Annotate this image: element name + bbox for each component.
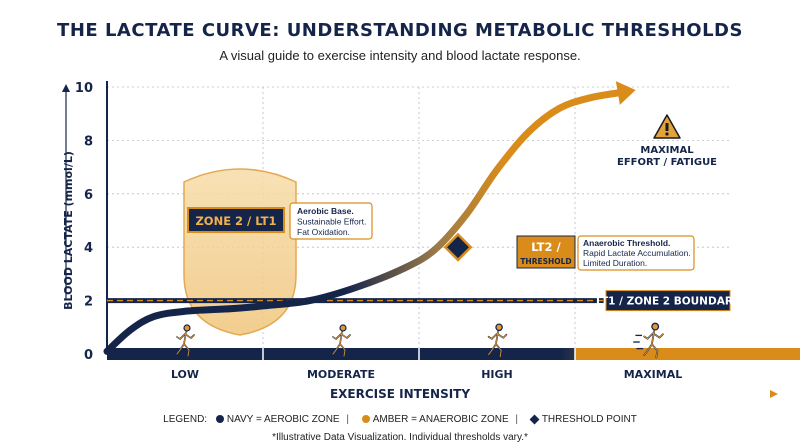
lt1-callout-text: Fat Oxidation. — [297, 227, 350, 237]
lt2-label-line1: LT2 / — [531, 240, 561, 254]
runner-icon-maximal — [633, 322, 664, 359]
maximal-effort-label: EFFORT / FATIGUE — [617, 157, 717, 168]
lt1-callout-text: Sustainable Effort. — [297, 217, 366, 227]
maximal-effort-label: MAXIMAL — [640, 145, 694, 156]
footnote: *Illustrative Data Visualization. Indivi… — [272, 432, 528, 443]
boundary-label: LT1 / ZONE 2 BOUNDARY — [596, 296, 740, 308]
legend-prefix: LEGEND: — [163, 414, 208, 425]
lt2-label-line2: THRESHOLD — [520, 257, 571, 266]
x-category-label: MODERATE — [307, 368, 375, 381]
warning-icon-dot — [665, 132, 669, 136]
legend-navy-label: NAVY = AEROBIC ZONE — [226, 414, 340, 425]
lt1-label-box — [187, 207, 285, 233]
lt2-callout-text: Limited Duration. — [583, 258, 647, 268]
x-axis-band-amber — [575, 348, 800, 360]
legend-navy-dot — [215, 415, 224, 424]
y-tick-label: 0 — [84, 348, 93, 363]
runner-icon-moderate — [332, 324, 351, 357]
chart-title: THE LACTATE CURVE: UNDERSTANDING METABOL… — [57, 20, 743, 41]
legend-amber-dot — [361, 415, 370, 424]
runner-icon-low — [176, 324, 195, 357]
runner-body-fill — [488, 331, 507, 358]
runner-head — [495, 323, 503, 332]
x-title-backing — [335, 386, 465, 402]
runner-body-fill — [643, 330, 664, 358]
legend-threshold-label: THRESHOLD POINT — [541, 414, 637, 425]
chart-subtitle: A visual guide to exercise intensity and… — [219, 48, 581, 63]
runner-body-fill — [176, 331, 195, 357]
lt2-callout-text: Anaerobic Threshold. — [583, 238, 670, 248]
lt2-callout-box — [577, 235, 695, 271]
x-category-label: MAXIMAL — [624, 368, 683, 381]
y-tick-label: 4 — [84, 241, 93, 256]
x-category-label: LOW — [171, 368, 199, 381]
lt2-callout-text: Rapid Lactate Accumulation. — [583, 248, 691, 258]
y-tick-label: 10 — [75, 81, 93, 96]
y-tick-label: 6 — [84, 188, 93, 203]
boundary-label-box — [605, 290, 731, 312]
legend-threshold-icon — [529, 414, 540, 425]
y-tick-label: 2 — [84, 295, 93, 310]
runner-icon-high — [487, 323, 508, 358]
x-axis-band — [107, 348, 800, 360]
lt1-callout-text: Aerobic Base. — [297, 206, 354, 216]
curve-arrowhead — [615, 81, 636, 105]
runner-head — [339, 324, 347, 332]
runner-head — [651, 322, 660, 331]
lactate-curve — [103, 88, 626, 355]
x-axis-title: EXERCISE INTENSITY — [330, 387, 470, 401]
warning-icon-bar — [665, 123, 669, 131]
lt1-callout-box — [289, 202, 373, 240]
x-category-label: HIGH — [481, 368, 513, 381]
y-axis-label-arrow — [62, 84, 70, 92]
runner-head — [183, 324, 191, 332]
y-tick-label: 8 — [84, 134, 93, 149]
lt1-label: ZONE 2 / LT1 — [195, 214, 276, 228]
y-axis-title: BLOOD LACTATE (mmol/L) — [62, 151, 75, 310]
legend: LEGEND: NAVY = AEROBIC ZONE | AMBER = AN… — [163, 414, 637, 425]
legend-amber-label: AMBER = ANAEROBIC ZONE — [372, 414, 509, 425]
runner-body-fill — [332, 331, 351, 357]
x-title-arrow — [770, 390, 778, 398]
lt2-label-box — [516, 235, 576, 269]
lt2-threshold-point — [443, 232, 473, 262]
